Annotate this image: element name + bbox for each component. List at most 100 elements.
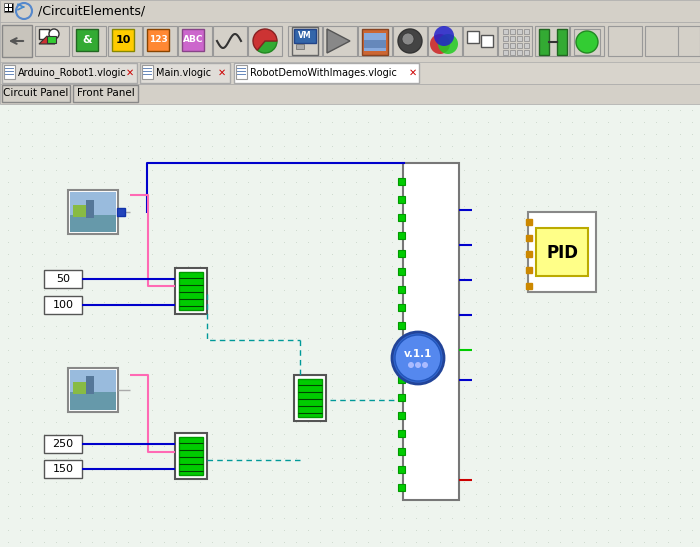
Text: ✕: ✕ <box>126 68 134 78</box>
Bar <box>9 4 12 7</box>
Bar <box>234 63 419 83</box>
Text: ABC: ABC <box>183 36 203 44</box>
Bar <box>539 29 549 55</box>
Bar <box>0 62 700 84</box>
Bar <box>503 43 508 48</box>
Bar <box>517 43 522 48</box>
Bar <box>398 358 405 365</box>
Bar <box>503 29 508 34</box>
Bar <box>70 392 116 410</box>
Circle shape <box>422 362 428 368</box>
Bar <box>362 29 388 55</box>
Bar <box>44 296 82 314</box>
Bar <box>517 50 522 55</box>
Circle shape <box>402 33 414 45</box>
Bar <box>570 26 604 56</box>
Bar <box>398 250 405 257</box>
Bar <box>298 379 322 417</box>
Bar <box>398 448 405 455</box>
Bar <box>0 0 700 22</box>
Bar <box>398 340 405 347</box>
Circle shape <box>438 34 458 54</box>
Bar <box>175 433 207 479</box>
Bar <box>142 65 153 79</box>
Circle shape <box>398 29 422 53</box>
Bar <box>68 368 118 412</box>
Bar <box>510 36 515 41</box>
Bar <box>524 43 529 48</box>
Bar <box>0 104 700 547</box>
Bar <box>517 29 522 34</box>
Bar <box>535 26 569 56</box>
Text: 100: 100 <box>52 300 74 310</box>
Bar <box>140 63 230 83</box>
Bar <box>35 26 69 56</box>
Bar <box>112 29 134 51</box>
Bar <box>428 26 462 56</box>
Circle shape <box>395 335 441 381</box>
Bar <box>398 484 405 491</box>
Circle shape <box>434 26 454 46</box>
Bar <box>467 31 479 43</box>
Bar <box>296 44 304 49</box>
Bar <box>536 228 588 276</box>
Bar <box>398 232 405 239</box>
Text: &: & <box>82 35 92 45</box>
Circle shape <box>415 362 421 368</box>
Text: 150: 150 <box>52 464 74 474</box>
Bar <box>213 26 247 56</box>
Text: Front Panel: Front Panel <box>76 89 134 98</box>
Text: 123: 123 <box>148 36 167 44</box>
Text: 250: 250 <box>52 439 74 449</box>
Bar <box>364 40 386 48</box>
Bar <box>645 26 679 56</box>
Bar <box>5 4 8 7</box>
Text: 50: 50 <box>56 274 70 284</box>
Bar <box>179 272 203 310</box>
Bar <box>323 26 357 56</box>
Bar <box>72 26 106 56</box>
Bar <box>498 26 532 56</box>
Bar <box>86 200 94 218</box>
Bar <box>398 214 405 221</box>
Bar <box>364 33 386 51</box>
Bar <box>463 26 497 56</box>
Text: Arduino_Robot1.vlogic: Arduino_Robot1.vlogic <box>18 67 127 78</box>
Bar <box>39 29 49 39</box>
Bar <box>398 376 405 383</box>
Bar <box>398 304 405 311</box>
Text: /CircuitElements/: /CircuitElements/ <box>38 4 145 18</box>
Text: Circuit Panel: Circuit Panel <box>4 89 69 98</box>
Bar <box>292 27 318 55</box>
Bar <box>70 215 116 232</box>
Bar <box>2 63 137 83</box>
Bar <box>398 268 405 275</box>
Wedge shape <box>258 41 277 53</box>
Text: Main.vlogic: Main.vlogic <box>156 68 211 78</box>
Bar <box>398 412 405 419</box>
Wedge shape <box>253 29 277 50</box>
Bar <box>179 437 203 475</box>
Bar <box>288 26 322 56</box>
Bar <box>178 26 212 56</box>
Bar <box>524 50 529 55</box>
Bar <box>510 50 515 55</box>
Bar <box>86 376 94 394</box>
Bar <box>398 322 405 329</box>
Bar <box>4 65 15 79</box>
Bar <box>294 29 316 43</box>
Bar <box>0 84 700 104</box>
Circle shape <box>49 29 59 39</box>
Circle shape <box>408 362 414 368</box>
Bar <box>608 26 642 56</box>
Text: 10: 10 <box>116 35 131 45</box>
Bar <box>44 460 82 478</box>
Bar <box>70 370 116 410</box>
Bar <box>73 382 89 394</box>
Bar <box>4 3 13 12</box>
Bar <box>44 435 82 453</box>
Bar <box>393 26 427 56</box>
Circle shape <box>16 3 32 19</box>
Bar <box>503 36 508 41</box>
Bar <box>557 29 567 55</box>
